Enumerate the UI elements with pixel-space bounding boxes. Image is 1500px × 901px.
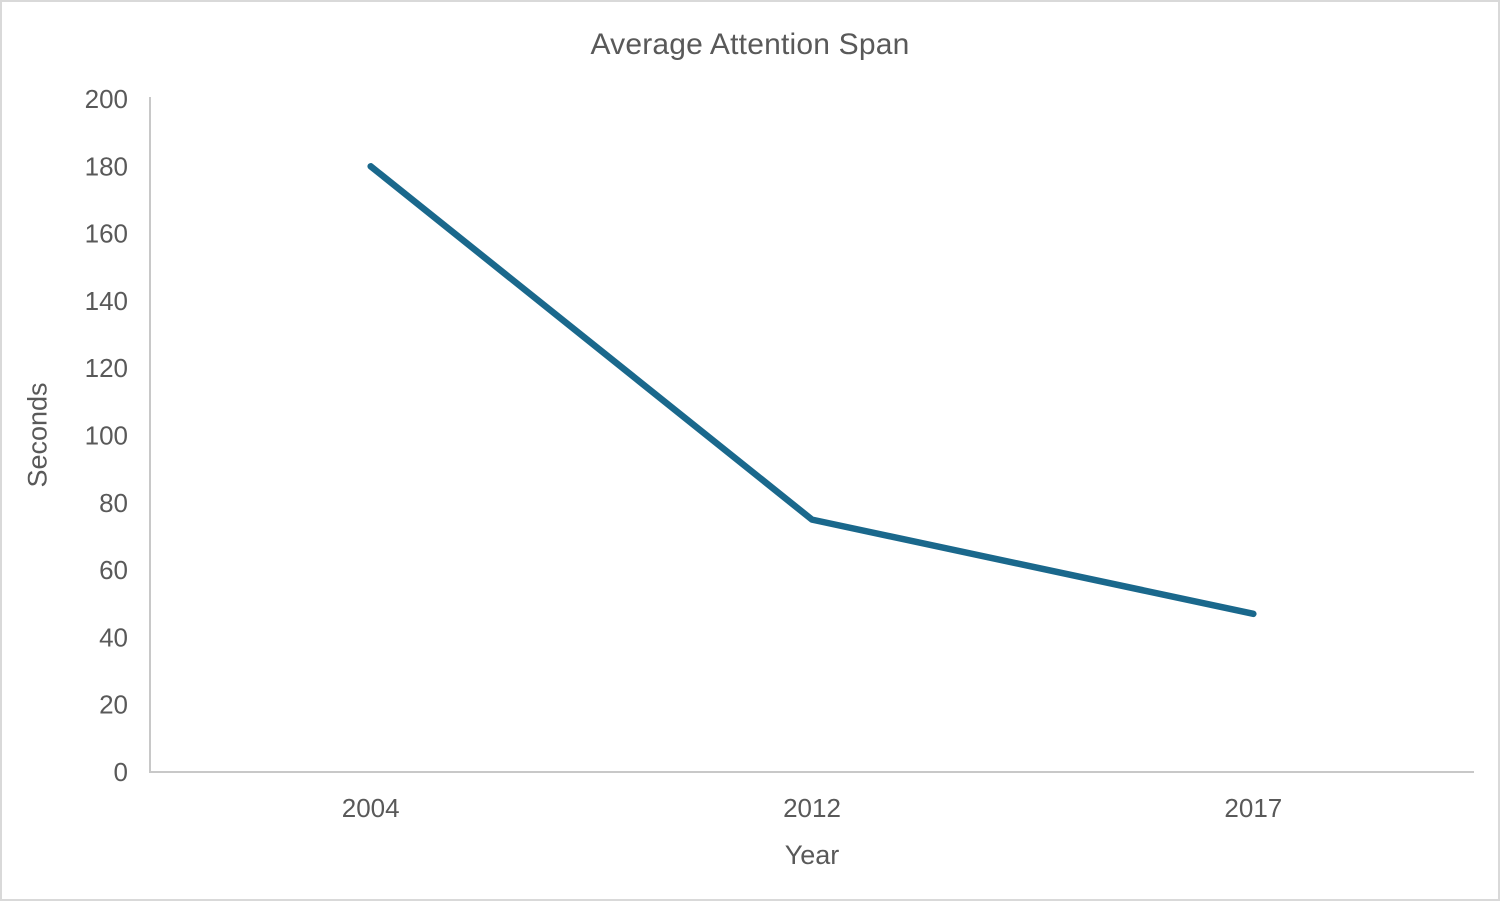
x-axis-tick-labels: 2004 2012 2017 (342, 793, 1283, 823)
y-tick-label: 80 (99, 488, 128, 518)
chart-title: Average Attention Span (590, 28, 910, 61)
y-tick-label: 120 (85, 353, 128, 383)
attention-span-line (367, 163, 1257, 618)
y-tick-label: 40 (99, 622, 128, 652)
y-tick-label: 160 (85, 219, 128, 249)
y-tick-label: 0 (114, 757, 128, 787)
y-tick-label: 180 (85, 151, 128, 181)
y-tick-label: 140 (85, 286, 128, 316)
x-tick-label: 2004 (342, 793, 400, 823)
y-tick-label: 100 (85, 421, 128, 451)
y-tick-label: 20 (99, 690, 128, 720)
y-axis-title: Seconds (22, 382, 53, 488)
y-tick-label: 200 (85, 84, 128, 114)
x-tick-label: 2012 (783, 793, 841, 823)
y-axis-tick-labels: 0 20 40 60 80 100 120 140 160 180 200 (85, 84, 128, 787)
y-tick-label: 60 (99, 555, 128, 585)
x-axis-title: Year (784, 840, 840, 870)
x-tick-label: 2017 (1224, 793, 1282, 823)
